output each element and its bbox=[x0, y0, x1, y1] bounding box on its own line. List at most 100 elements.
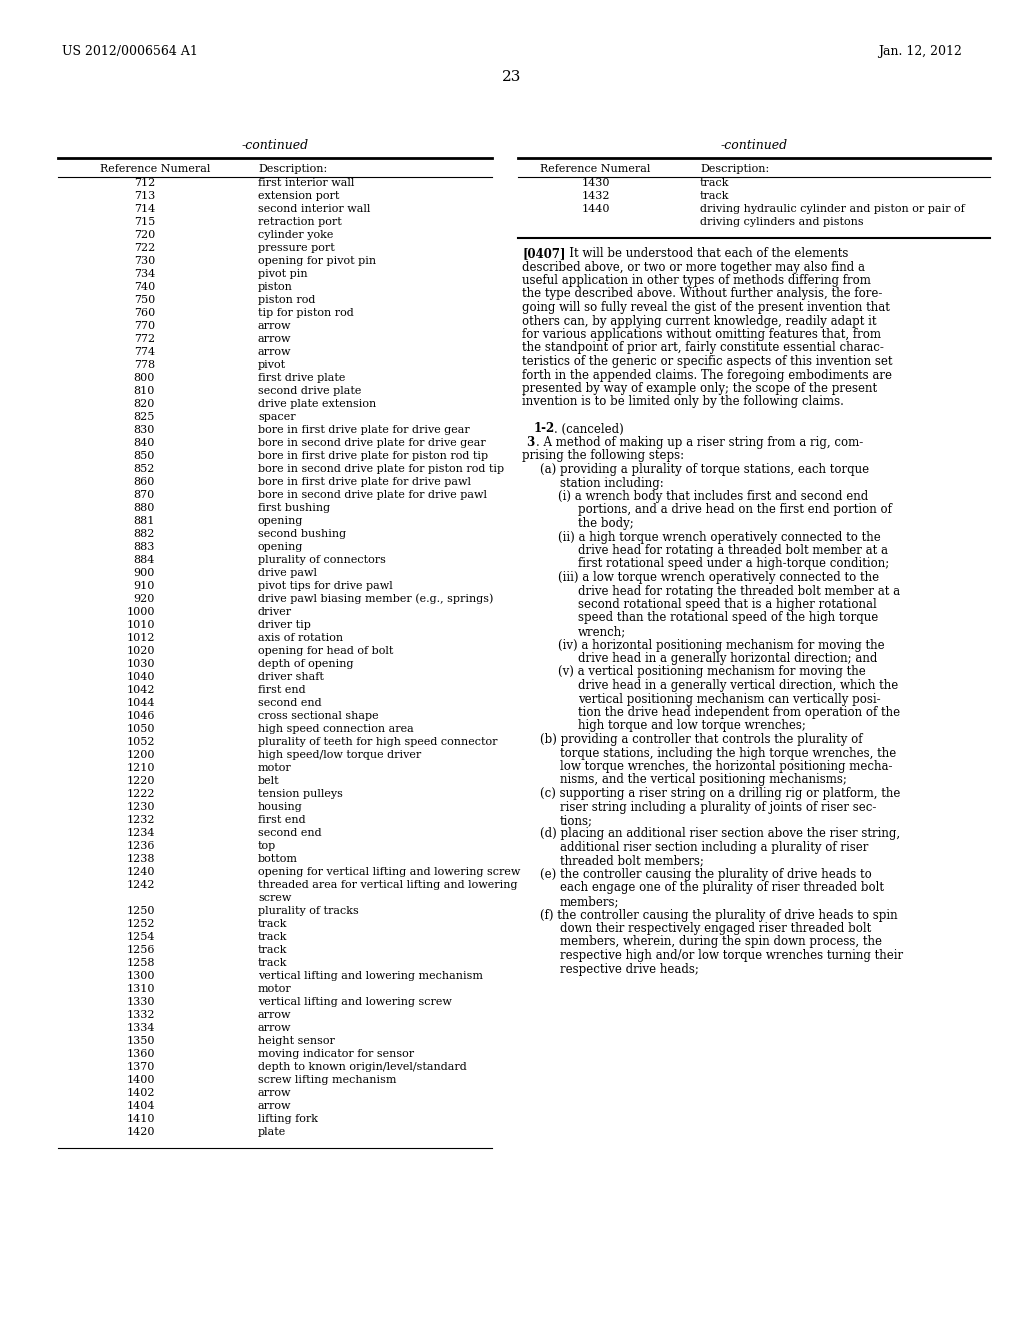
Text: going will so fully reveal the gist of the present invention that: going will so fully reveal the gist of t… bbox=[522, 301, 890, 314]
Text: 1402: 1402 bbox=[127, 1088, 155, 1098]
Text: 1400: 1400 bbox=[127, 1074, 155, 1085]
Text: tions;: tions; bbox=[560, 814, 593, 828]
Text: opening: opening bbox=[258, 543, 303, 552]
Text: nisms, and the vertical positioning mechanisms;: nisms, and the vertical positioning mech… bbox=[560, 774, 847, 787]
Text: piston: piston bbox=[258, 282, 293, 292]
Text: 881: 881 bbox=[133, 516, 155, 525]
Text: tension pulleys: tension pulleys bbox=[258, 789, 343, 799]
Text: for various applications without omitting features that, from: for various applications without omittin… bbox=[522, 327, 881, 341]
Text: (iii) a low torque wrench operatively connected to the: (iii) a low torque wrench operatively co… bbox=[558, 572, 880, 583]
Text: depth of opening: depth of opening bbox=[258, 659, 353, 669]
Text: station including:: station including: bbox=[560, 477, 664, 490]
Text: the standpoint of prior art, fairly constitute essential charac-: the standpoint of prior art, fairly cons… bbox=[522, 342, 884, 355]
Text: 1042: 1042 bbox=[127, 685, 155, 696]
Text: 1310: 1310 bbox=[127, 983, 155, 994]
Text: useful application in other types of methods differing from: useful application in other types of met… bbox=[522, 275, 870, 286]
Text: 740: 740 bbox=[134, 282, 155, 292]
Text: . A method of making up a riser string from a rig, com-: . A method of making up a riser string f… bbox=[536, 436, 863, 449]
Text: speed than the rotational speed of the high torque: speed than the rotational speed of the h… bbox=[578, 611, 879, 624]
Text: lifting fork: lifting fork bbox=[258, 1114, 318, 1125]
Text: 720: 720 bbox=[134, 230, 155, 240]
Text: track: track bbox=[258, 932, 288, 942]
Text: arrow: arrow bbox=[258, 347, 292, 356]
Text: pressure port: pressure port bbox=[258, 243, 335, 253]
Text: arrow: arrow bbox=[258, 1023, 292, 1034]
Text: driver shaft: driver shaft bbox=[258, 672, 324, 682]
Text: 910: 910 bbox=[133, 581, 155, 591]
Text: high torque and low torque wrenches;: high torque and low torque wrenches; bbox=[578, 719, 806, 733]
Text: 820: 820 bbox=[133, 399, 155, 409]
Text: 1240: 1240 bbox=[127, 867, 155, 876]
Text: drive pawl biasing member (e.g., springs): drive pawl biasing member (e.g., springs… bbox=[258, 594, 494, 605]
Text: portions, and a drive head on the first end portion of: portions, and a drive head on the first … bbox=[578, 503, 892, 516]
Text: (c) supporting a riser string on a drilling rig or platform, the: (c) supporting a riser string on a drill… bbox=[540, 787, 900, 800]
Text: Jan. 12, 2012: Jan. 12, 2012 bbox=[879, 45, 962, 58]
Text: invention is to be limited only by the following claims.: invention is to be limited only by the f… bbox=[522, 396, 844, 408]
Text: 900: 900 bbox=[133, 568, 155, 578]
Text: 774: 774 bbox=[134, 347, 155, 356]
Text: 920: 920 bbox=[133, 594, 155, 605]
Text: depth to known origin/level/standard: depth to known origin/level/standard bbox=[258, 1063, 467, 1072]
Text: arrow: arrow bbox=[258, 1101, 292, 1111]
Text: track: track bbox=[700, 191, 729, 201]
Text: plate: plate bbox=[258, 1127, 287, 1137]
Text: driving hydraulic cylinder and piston or pair of: driving hydraulic cylinder and piston or… bbox=[700, 205, 965, 214]
Text: US 2012/0006564 A1: US 2012/0006564 A1 bbox=[62, 45, 198, 58]
Text: 750: 750 bbox=[134, 294, 155, 305]
Text: arrow: arrow bbox=[258, 1010, 292, 1020]
Text: cross sectional shape: cross sectional shape bbox=[258, 711, 379, 721]
Text: 850: 850 bbox=[133, 451, 155, 461]
Text: riser string including a plurality of joints of riser sec-: riser string including a plurality of jo… bbox=[560, 800, 877, 813]
Text: 1350: 1350 bbox=[127, 1036, 155, 1045]
Text: second end: second end bbox=[258, 698, 322, 708]
Text: track: track bbox=[258, 958, 288, 968]
Text: down their respectively engaged riser threaded bolt: down their respectively engaged riser th… bbox=[560, 921, 871, 935]
Text: 1242: 1242 bbox=[127, 880, 155, 890]
Text: pivot pin: pivot pin bbox=[258, 269, 307, 279]
Text: threaded bolt members;: threaded bolt members; bbox=[560, 854, 703, 867]
Text: 825: 825 bbox=[133, 412, 155, 422]
Text: arrow: arrow bbox=[258, 1088, 292, 1098]
Text: 772: 772 bbox=[134, 334, 155, 345]
Text: members, wherein, during the spin down process, the: members, wherein, during the spin down p… bbox=[560, 936, 882, 949]
Text: 1258: 1258 bbox=[127, 958, 155, 968]
Text: pivot: pivot bbox=[258, 360, 286, 370]
Text: plurality of connectors: plurality of connectors bbox=[258, 554, 386, 565]
Text: It will be understood that each of the elements: It will be understood that each of the e… bbox=[558, 247, 848, 260]
Text: 1430: 1430 bbox=[582, 178, 610, 187]
Text: bore in second drive plate for piston rod tip: bore in second drive plate for piston ro… bbox=[258, 465, 504, 474]
Text: 1234: 1234 bbox=[127, 828, 155, 838]
Text: 1410: 1410 bbox=[127, 1114, 155, 1125]
Text: first rotational speed under a high-torque condition;: first rotational speed under a high-torq… bbox=[578, 557, 889, 570]
Text: drive head in a generally horizontal direction; and: drive head in a generally horizontal dir… bbox=[578, 652, 878, 665]
Text: 1330: 1330 bbox=[127, 997, 155, 1007]
Text: high speed/low torque driver: high speed/low torque driver bbox=[258, 750, 421, 760]
Text: 884: 884 bbox=[133, 554, 155, 565]
Text: plurality of tracks: plurality of tracks bbox=[258, 906, 358, 916]
Text: 23: 23 bbox=[503, 70, 521, 84]
Text: height sensor: height sensor bbox=[258, 1036, 335, 1045]
Text: axis of rotation: axis of rotation bbox=[258, 634, 343, 643]
Text: cylinder yoke: cylinder yoke bbox=[258, 230, 334, 240]
Text: 712: 712 bbox=[134, 178, 155, 187]
Text: driver: driver bbox=[258, 607, 292, 616]
Text: 1254: 1254 bbox=[127, 932, 155, 942]
Text: opening for vertical lifting and lowering screw: opening for vertical lifting and lowerin… bbox=[258, 867, 520, 876]
Text: 1432: 1432 bbox=[582, 191, 610, 201]
Text: retraction port: retraction port bbox=[258, 216, 342, 227]
Text: 714: 714 bbox=[134, 205, 155, 214]
Text: screw: screw bbox=[258, 894, 292, 903]
Text: 1370: 1370 bbox=[127, 1063, 155, 1072]
Text: 1-2: 1-2 bbox=[534, 422, 555, 436]
Text: 1334: 1334 bbox=[127, 1023, 155, 1034]
Text: (d) placing an additional riser section above the riser string,: (d) placing an additional riser section … bbox=[540, 828, 900, 841]
Text: 1360: 1360 bbox=[127, 1049, 155, 1059]
Text: (f) the controller causing the plurality of drive heads to spin: (f) the controller causing the plurality… bbox=[540, 908, 898, 921]
Text: drive head for rotating a threaded bolt member at a: drive head for rotating a threaded bolt … bbox=[578, 544, 888, 557]
Text: 1232: 1232 bbox=[127, 814, 155, 825]
Text: 722: 722 bbox=[134, 243, 155, 253]
Text: opening: opening bbox=[258, 516, 303, 525]
Text: additional riser section including a plurality of riser: additional riser section including a plu… bbox=[560, 841, 868, 854]
Text: vertical lifting and lowering screw: vertical lifting and lowering screw bbox=[258, 997, 452, 1007]
Text: respective drive heads;: respective drive heads; bbox=[560, 962, 698, 975]
